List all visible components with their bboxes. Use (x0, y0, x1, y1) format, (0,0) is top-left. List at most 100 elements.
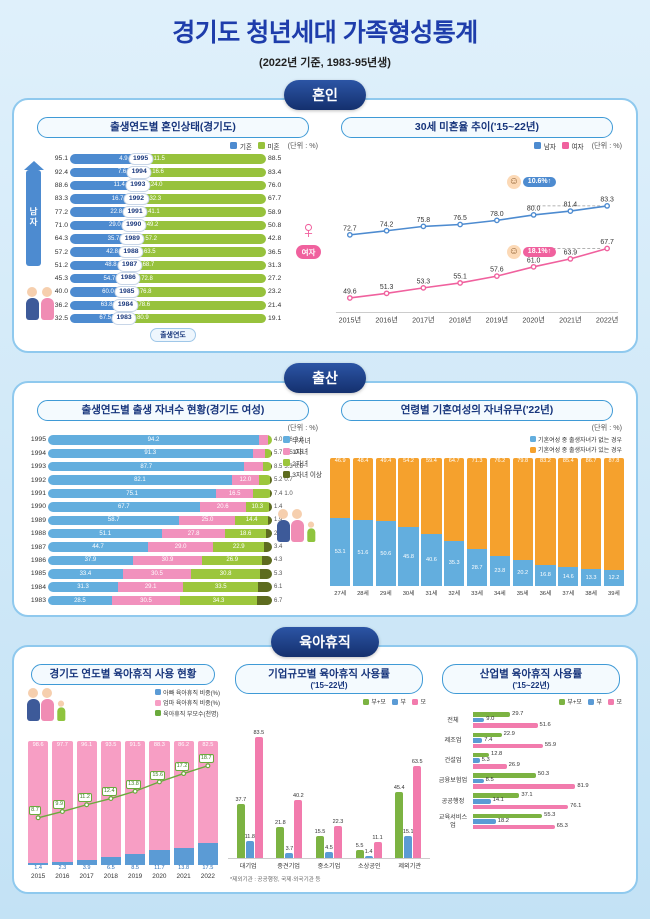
year-label: 1995 (30, 436, 46, 444)
legend-item: 무자녀 (282, 435, 310, 445)
leave-by-industry-subtitle: ('15~22년) (512, 680, 550, 690)
male-married-value: 60.0 (102, 288, 114, 295)
segment-value: 49.4 (380, 458, 392, 465)
legend-label: 부+모 (567, 700, 582, 707)
bar-segment-nochild: 16.8 (535, 564, 556, 587)
marriage-bar: 11.4 1993 24.0 (70, 179, 266, 192)
marriage-panel: 출생연도별 혼인상태(경기도) 기혼 미혼 (단위 : %) 남자 95.1 4.9… (12, 98, 638, 353)
segment-value: 18.6 (239, 530, 252, 537)
bar-segment: 26.9 (202, 555, 263, 566)
family-illustration (276, 508, 318, 542)
female-married-value: 68.7 (142, 262, 155, 269)
svg-text:75.8: 75.8 (417, 217, 431, 224)
leave-by-year-card: 경기도 연도별 육아휴직 사용 현황 아빠 육아휴직 비중(%) 엄마 육아휴직 … (24, 664, 222, 883)
bar-value: 51.6 (539, 721, 551, 728)
bar-segment (253, 488, 270, 499)
bar-value: 45.4 (393, 785, 405, 792)
bar-value: 4.5 (325, 844, 333, 851)
children-by-age-legend: 기혼여성 중 출생자녀가 없는 경우 기혼여성 중 출생자녀가 있는 경우 (529, 435, 622, 454)
male-married-value: 7.6 (117, 169, 127, 176)
bar-segment-haschild: 48.4 (352, 458, 374, 520)
bar-segment-nochild: 23.8 (489, 555, 510, 587)
marriage-row: 92.4 7.6 1994 16.6 83.4 (44, 166, 292, 179)
male-married-value: 35.7 (107, 235, 120, 242)
bar-segment: 22.9 (213, 542, 265, 552)
segment-value: 26.9 (226, 557, 239, 564)
legend-swatch (391, 698, 398, 705)
parents-count-value: 18.7 (198, 754, 214, 764)
segment-value: 59.4 (425, 458, 437, 465)
bar-father (473, 738, 483, 743)
male-married-value: 11.4 (113, 182, 125, 189)
age-label: 36세 (539, 591, 552, 598)
children-bar: 82.1 12.0 (48, 475, 272, 485)
bar-segment-nochild: 45.8 (398, 527, 419, 587)
year-label: 1991 (30, 490, 46, 497)
category-label: 건설업 (444, 757, 462, 765)
children-bar: 75.1 16.5 (48, 488, 272, 499)
bar-segment: 25.0 (179, 515, 236, 526)
marriage-row: 32.5 67.5 1983 80.9 19.1 (44, 312, 292, 325)
children-count-card: 출생연도별 출생 자녀수 현황(경기도 여성) (단위 : %) 1995 94.… (24, 399, 322, 606)
bar-value: 40.2 (293, 792, 304, 799)
bar-segment-male (70, 313, 125, 324)
age-column: 83.2 16.8 (535, 458, 556, 587)
segment-value: 27.8 (187, 530, 200, 537)
bar-both (473, 732, 502, 738)
marriage-bars: 95.1 4.9 1995 11.5 88.5 92.4 7.6 1994 16.6 83.4 88… (44, 152, 292, 325)
bar-segment: 31.3 (48, 582, 119, 592)
segment-value: 4.0 (274, 436, 283, 443)
bar-father (473, 819, 496, 824)
bar-segment (258, 475, 271, 485)
year-label: 2017 (79, 872, 94, 880)
bar-value: 9.0 (486, 716, 495, 723)
female-increase-badge: ☺ 18.1%↑ (506, 244, 557, 259)
bar-value: 5.3 (481, 756, 490, 763)
chart-title-children-by-age: 연령별 기혼여성의 자녀유무('22년) (340, 399, 614, 421)
female-single-value: 19.1 (268, 315, 282, 323)
dad-value: 2.3 (58, 864, 67, 871)
age-label: 37세 (562, 591, 575, 598)
svg-text:83.3: 83.3 (600, 196, 614, 203)
bar-value: 14.1 (492, 797, 504, 804)
segment-value: 64.7 (448, 458, 460, 465)
bar-row: 14.1 (473, 797, 626, 804)
bar-segment: 18.6 (224, 528, 267, 539)
couple-illustration (25, 286, 54, 320)
mother-icon (290, 508, 304, 542)
bar-segment-mom: 98.6 (28, 740, 49, 863)
bar-row: 76.1 (473, 803, 626, 810)
legend-swatch (362, 698, 369, 705)
dad-icon (26, 687, 40, 721)
category-label: 교육서비스업 (438, 814, 468, 829)
year-pill: 1985 (114, 285, 140, 299)
bar-segment: 58.7 (48, 515, 180, 526)
male-single-value: 71.0 (54, 221, 68, 229)
segment-value: 1.4 (274, 503, 283, 510)
parents-count-value: 12.4 (101, 787, 117, 797)
bar-segment-male (70, 220, 134, 231)
bar-father: 15.1 (403, 829, 414, 859)
children-row: 1984 31.3 29.1 33.5 6.1 (24, 582, 282, 593)
age-label: 30세 (402, 591, 415, 598)
year-pill: 1983 (111, 312, 137, 325)
bar-segment: 87.7 (48, 461, 245, 472)
legend-swatch (282, 447, 290, 455)
age-column: 87.8 12.2 (603, 458, 625, 587)
bar-value: 83.5 (253, 730, 265, 737)
bar-row: 55.3 (473, 812, 626, 819)
bar-mother (473, 784, 576, 789)
bar-mother (473, 804, 569, 810)
segment-value: 91.5 (129, 741, 141, 748)
bar-value: 22.3 (332, 818, 344, 825)
bar-value: 7.4 (484, 736, 493, 743)
male-married-value: 16.7 (111, 195, 124, 202)
age-column: 71.3 28.7 (466, 458, 488, 587)
male-married-value: 42.8 (106, 248, 118, 255)
dad-value: 3.9 (82, 864, 91, 871)
year-pill: 1987 (117, 259, 143, 272)
year-pill: 1994 (126, 166, 152, 179)
age-column: 48.4 51.6 (352, 458, 374, 587)
bar-father (473, 798, 491, 804)
bar-father: 3.7 (285, 846, 294, 859)
